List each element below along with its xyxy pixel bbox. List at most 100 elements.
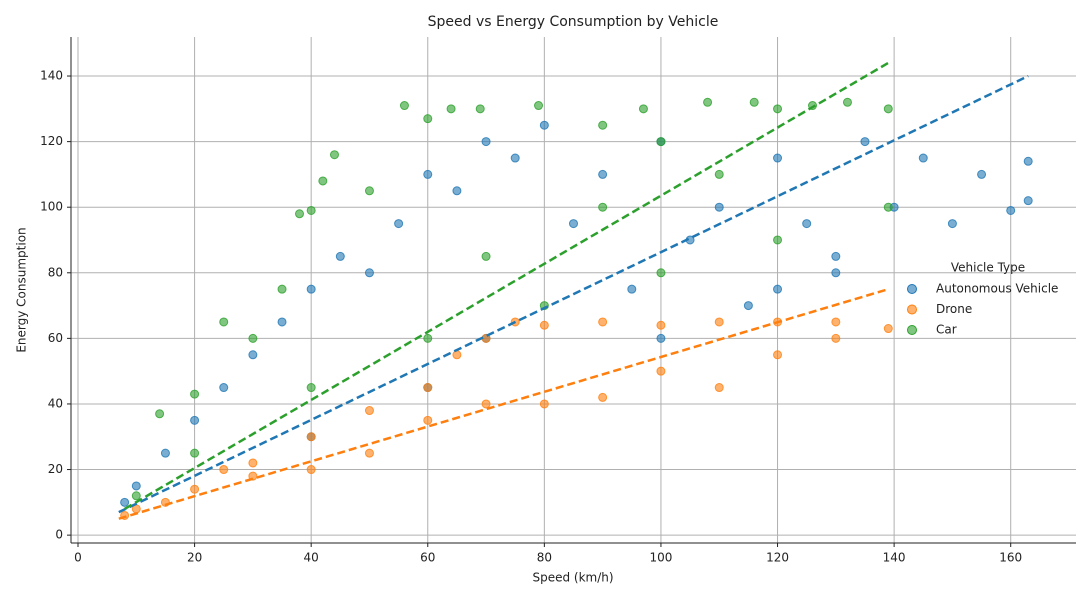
point <box>539 320 549 330</box>
x-tick-label: 120 <box>766 551 789 565</box>
point <box>714 169 724 179</box>
grid <box>71 37 1076 543</box>
point <box>773 284 783 294</box>
x-tick-label: 80 <box>537 551 552 565</box>
point <box>335 251 345 261</box>
point <box>481 137 491 147</box>
point <box>598 317 608 327</box>
x-tick-label: 160 <box>999 551 1022 565</box>
y-tick-label: 100 <box>40 200 63 214</box>
x-tick-label: 40 <box>304 551 319 565</box>
point <box>883 104 893 114</box>
y-tick-label: 20 <box>48 462 63 476</box>
point <box>539 399 549 409</box>
point <box>947 219 957 229</box>
point <box>190 389 200 399</box>
point <box>1023 196 1033 206</box>
plot-area <box>118 61 1033 520</box>
point <box>481 251 491 261</box>
point <box>190 484 200 494</box>
point <box>423 114 433 124</box>
point <box>1006 205 1016 215</box>
point <box>120 497 130 507</box>
point <box>831 268 841 278</box>
y-axis-label: Energy Consumption <box>15 227 29 352</box>
trend-line <box>124 61 889 510</box>
point <box>423 333 433 343</box>
point <box>248 458 258 468</box>
point <box>714 383 724 393</box>
point <box>306 465 316 475</box>
chart-title: Speed vs Energy Consumption by Vehicle <box>428 14 719 30</box>
point <box>598 392 608 402</box>
point <box>452 186 462 196</box>
legend: Vehicle Type Autonomous Vehicle Drone Car <box>907 261 1058 337</box>
point <box>773 104 783 114</box>
point <box>773 235 783 245</box>
point <box>1023 156 1033 166</box>
point <box>446 104 456 114</box>
point <box>656 320 666 330</box>
point <box>656 268 666 278</box>
point <box>306 432 316 442</box>
point <box>306 205 316 215</box>
y-tick-label: 60 <box>48 331 63 345</box>
x-tick-label: 0 <box>74 551 82 565</box>
point <box>423 415 433 425</box>
point <box>329 150 339 160</box>
point <box>534 101 544 111</box>
point <box>842 97 852 107</box>
point <box>399 101 409 111</box>
point <box>277 317 287 327</box>
point <box>802 219 812 229</box>
point <box>977 169 987 179</box>
point <box>883 202 893 212</box>
point <box>598 169 608 179</box>
point <box>248 350 258 360</box>
trend-line <box>118 74 1029 514</box>
point <box>190 448 200 458</box>
legend-marker <box>907 304 917 315</box>
point <box>703 97 713 107</box>
point <box>364 186 374 196</box>
point <box>656 366 666 376</box>
point <box>481 399 491 409</box>
point <box>295 209 305 219</box>
point <box>749 97 759 107</box>
point <box>860 137 870 147</box>
y-tick-label: 120 <box>40 134 63 148</box>
legend-label: Drone <box>936 302 972 316</box>
axes: 0 20 40 60 80 100 120 140 160 0 20 40 60 80 100 120 140 <box>40 37 1076 565</box>
x-tick-label: 60 <box>420 551 435 565</box>
point <box>364 268 374 278</box>
point <box>539 120 549 130</box>
point <box>598 120 608 130</box>
point <box>638 104 648 114</box>
legend-marker <box>907 325 917 335</box>
point <box>219 465 229 475</box>
x-axis-label: Speed (km/h) <box>532 571 613 585</box>
point <box>831 333 841 343</box>
point <box>627 284 637 294</box>
legend-label: Car <box>936 323 957 337</box>
point <box>569 219 578 229</box>
point <box>277 284 287 294</box>
x-tick-label: 100 <box>649 551 672 565</box>
point <box>306 383 316 393</box>
point <box>219 317 229 327</box>
point <box>831 317 841 327</box>
trend-line <box>118 287 889 520</box>
legend-title: Vehicle Type <box>951 261 1025 275</box>
legend-label: Autonomous Vehicle <box>936 282 1058 296</box>
y-tick-label: 140 <box>40 69 63 83</box>
point <box>248 333 258 343</box>
y-tick-label: 80 <box>48 265 63 279</box>
y-tick-label: 40 <box>48 396 63 410</box>
point <box>364 448 374 458</box>
point <box>656 137 666 147</box>
point <box>918 153 928 163</box>
point <box>131 481 141 491</box>
legend-marker <box>907 284 917 294</box>
point <box>160 448 170 458</box>
point <box>423 169 433 179</box>
